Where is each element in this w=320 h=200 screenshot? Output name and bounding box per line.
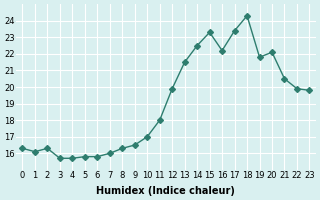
X-axis label: Humidex (Indice chaleur): Humidex (Indice chaleur) <box>97 186 236 196</box>
